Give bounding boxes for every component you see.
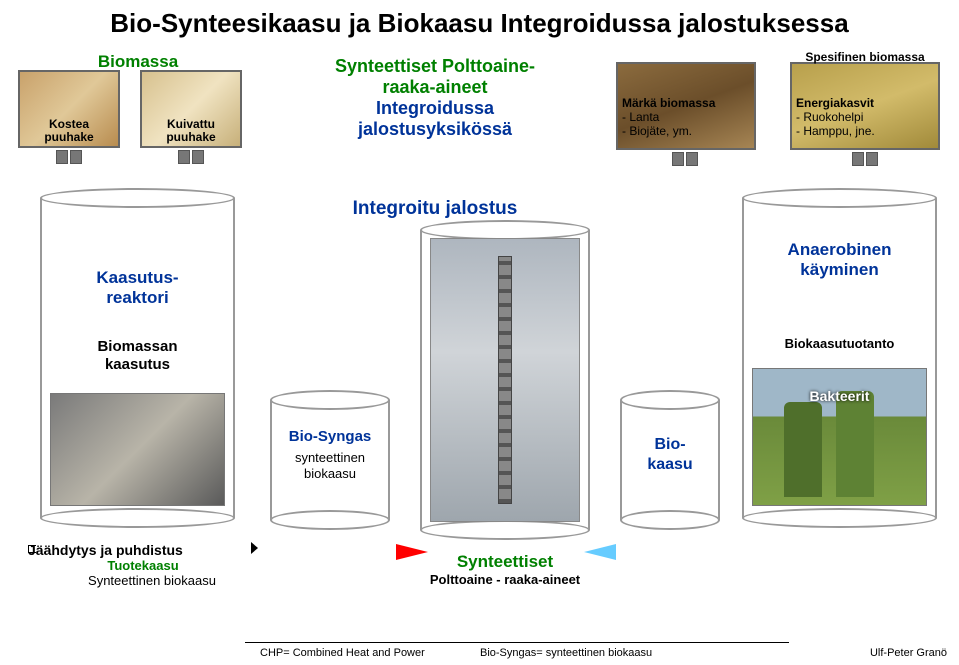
synth-l4: jalostusyksikössä <box>285 119 585 140</box>
biogas-prod: Biokaasutuotanto <box>744 336 935 351</box>
digester-tank-2 <box>836 391 874 497</box>
text: Kostea puuhake <box>44 117 93 144</box>
inputs-row: Biomassa Kostea puuhake Kuivattu puuhake… <box>0 52 959 182</box>
footer-rule <box>245 642 789 643</box>
wet-header: Märkä biomassa <box>622 96 762 110</box>
bl-l2: Tuotekaasu <box>28 558 258 573</box>
center-synth-block: Synteettiset Polttoaine- raaka-aineet In… <box>285 56 585 140</box>
spec-l2: - Hamppu, jne. <box>796 124 946 138</box>
tower-shape <box>498 256 512 504</box>
syngas-s2: biokaasu <box>272 466 388 481</box>
bl-l1: Jäähdytys ja puhdistus <box>28 542 258 558</box>
bl-l3: Synteettinen biokaasu <box>88 573 216 588</box>
spec-sub: Energiakasvit <box>796 96 946 110</box>
cylinder-cap-bot <box>620 510 720 530</box>
cylinder-syngas: Bio-Syngas synteettinen biokaasu <box>270 400 390 520</box>
valve-icon <box>672 152 698 164</box>
reactor-l4: kaasutus <box>42 356 233 373</box>
image-reactor <box>50 393 225 506</box>
wet-l2: - Biojäte, ym. <box>622 124 762 138</box>
valve-icon <box>178 150 204 162</box>
cylinder-cap-top <box>420 220 590 240</box>
anaer-l2: käyminen <box>744 260 935 280</box>
bacteria-label: Bakteerit <box>744 388 935 404</box>
cylinder-cap-top <box>742 188 937 208</box>
cylinder-cap-top <box>620 390 720 410</box>
spec-header: Spesifinen biomassa <box>790 50 940 64</box>
digester-tank-1 <box>784 402 822 497</box>
cylinder-cap-bot <box>40 508 235 528</box>
footnote-syn: Bio-Syngas= synteettinen biokaasu <box>480 647 652 659</box>
biogas-l2: kaasu <box>622 456 718 474</box>
cylinder-cap-top <box>270 390 390 410</box>
valve-icon <box>852 152 878 164</box>
cylinder-cap-bot <box>420 520 590 540</box>
synth-l1: Synteettiset Polttoaine- <box>285 56 585 77</box>
anaer-l1: Anaerobinen <box>744 240 935 260</box>
page-title: Bio-Synteesikaasu ja Biokaasu Integroidu… <box>0 8 959 39</box>
mid-banner: Integroitu jalostus <box>300 198 570 220</box>
label-kuivattu: Kuivattu puuhake <box>140 118 242 144</box>
reactor-l2: reaktori <box>42 288 233 308</box>
syngas-h: Bio-Syngas <box>272 428 388 445</box>
spec-text: Energiakasvit - Ruokohelpi - Hamppu, jne… <box>796 96 946 138</box>
synth-l2: raaka-aineet <box>285 77 585 98</box>
synth-l3: Integroidussa <box>285 98 585 119</box>
valve-icon <box>56 150 82 162</box>
arrow-red-icon <box>396 544 428 560</box>
author-credit: Ulf-Peter Granö <box>870 647 947 659</box>
bm-l2: Polttoaine - raaka-aineet <box>390 572 620 587</box>
cylinder-gasifier: Kaasutus- reaktori Biomassan kaasutus <box>40 198 235 518</box>
cylinder-biogas: Bio- kaasu <box>620 400 720 520</box>
reactor-l3: Biomassan <box>42 338 233 355</box>
cylinder-cap-bot <box>742 508 937 528</box>
page: Bio-Synteesikaasu ja Biokaasu Integroidu… <box>0 0 959 665</box>
spec-l1: - Ruokohelpi <box>796 110 946 124</box>
arrow-blue-icon <box>584 544 616 560</box>
label-kostea: Kostea puuhake <box>18 118 120 144</box>
syngas-s1: synteettinen <box>272 450 388 465</box>
cylinder-anaerobic: Anaerobinen käyminen Biokaasutuotanto Ba… <box>742 198 937 518</box>
image-refinery-tower <box>430 238 580 522</box>
cylinder-refinery <box>420 230 590 530</box>
reactor-l1: Kaasutus- <box>42 268 233 288</box>
cylinder-cap-bot <box>270 510 390 530</box>
wet-biomass-text: Märkä biomassa - Lanta - Biojäte, ym. <box>622 96 762 138</box>
footnote-chp: CHP= Combined Heat and Power <box>260 647 425 659</box>
text: Kuivattu puuhake <box>166 117 215 144</box>
hollow-arrow-icon <box>70 575 84 587</box>
cylinder-cap-top <box>40 188 235 208</box>
cooling-purification-block: Jäähdytys ja puhdistus Tuotekaasu Syntee… <box>28 542 258 588</box>
biogas-l1: Bio- <box>622 436 718 454</box>
wet-l1: - Lanta <box>622 110 762 124</box>
biomass-header: Biomassa <box>78 52 198 72</box>
